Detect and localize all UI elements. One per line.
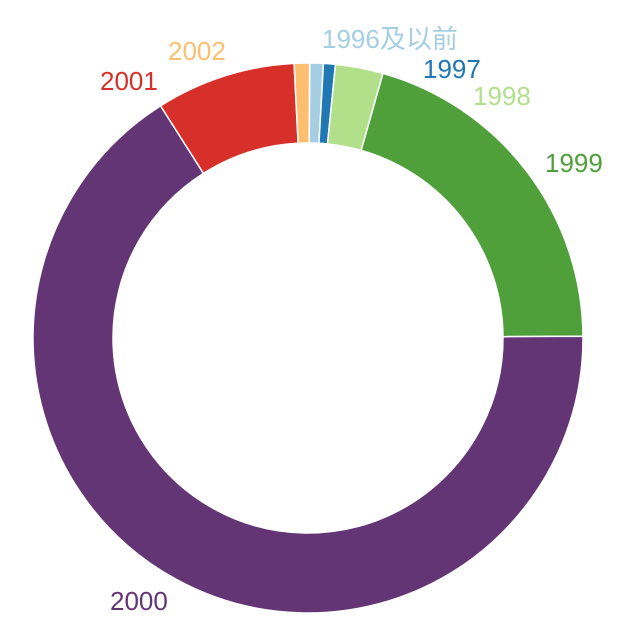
slice-label-1999: 1999 (545, 148, 603, 178)
slice-2000 (32, 104, 584, 614)
slice-label-1998: 1998 (473, 81, 531, 111)
slice-1999 (360, 72, 584, 338)
slice-label-2002: 2002 (168, 36, 226, 66)
slice-label-1996及以前: 1996及以前 (322, 24, 458, 54)
slice-label-2001: 2001 (100, 66, 158, 96)
slice-2002 (293, 62, 311, 145)
slice-label-2000: 2000 (110, 586, 168, 616)
slice-label-1997: 1997 (423, 54, 481, 84)
slices-group (32, 62, 584, 614)
